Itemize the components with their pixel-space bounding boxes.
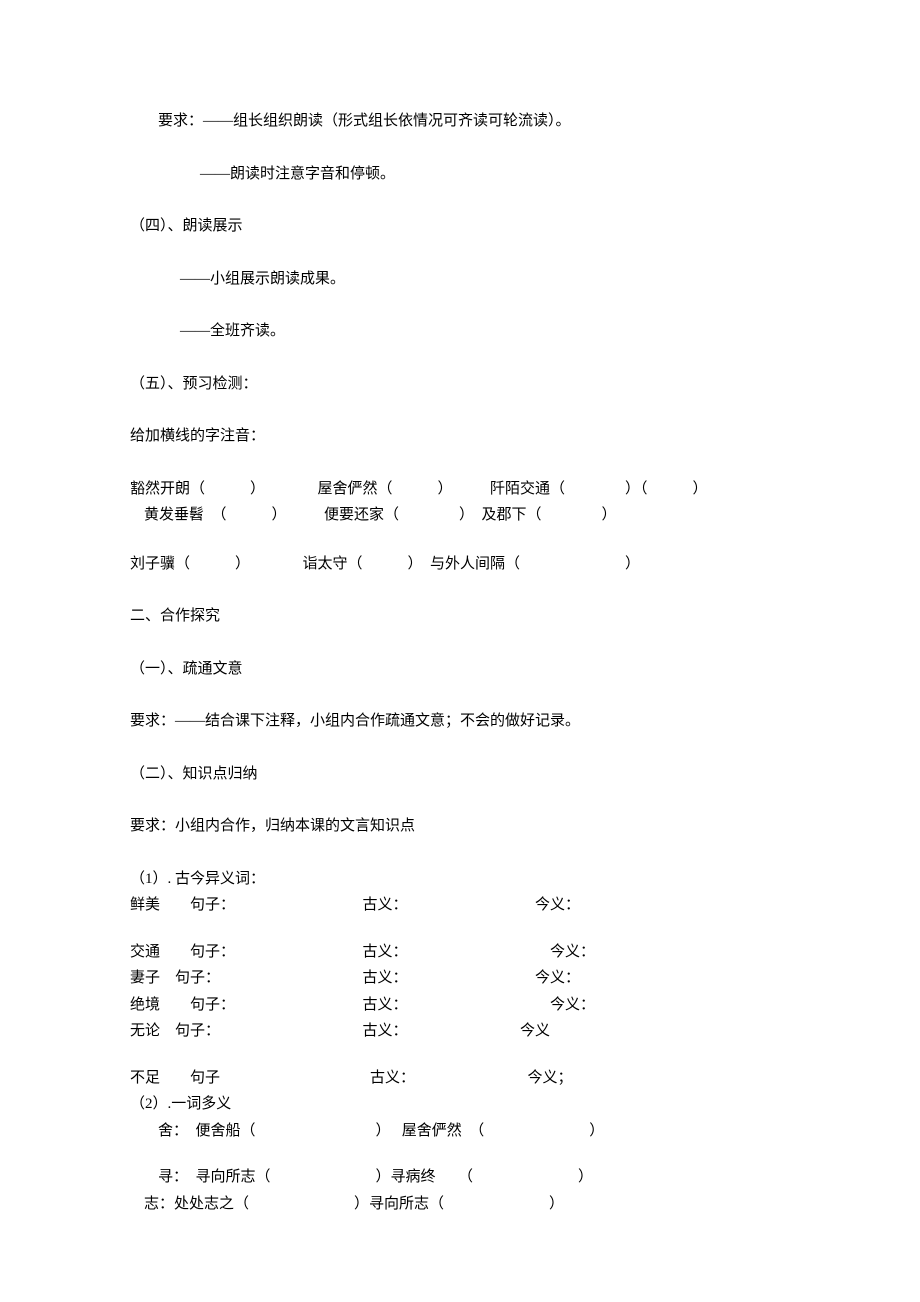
phonetic-block: 豁然开朗（ ） 屋舍俨然（ ） 阡陌交通（ ）（ ） 黄发垂髫 （ ） 便要还家… — [130, 478, 790, 527]
phonetic-row-2: 黄发垂髫 （ ） 便要还家（ ） 及郡下（ ） — [130, 504, 790, 527]
phonetic-row-3: 刘子骥（ ） 诣太守（ ） 与外人间隔（ ） — [130, 553, 790, 576]
section-4-title: （四）、朗读展示 — [130, 215, 790, 238]
polysemy-xun: 寻： 寻向所志（ ）寻病终 （ ） — [130, 1166, 790, 1189]
requirement-line-1: 要求：——组长组织朗读（形式组长依情况可齐读可轮流读）。 — [130, 110, 790, 133]
polysemy-zhi: 志：处处志之（ ）寻向所志（ ） — [130, 1193, 790, 1216]
section-4-item-a: ——小组展示朗读成果。 — [130, 268, 790, 291]
ancient-modern-buzu: 不足 句子 古义： 今义； — [130, 1067, 790, 1090]
ancient-modern-wulun: 无论 句子： 古义： 今义 — [130, 1020, 790, 1043]
ancient-modern-juejing: 绝境 句子： 古义： 今义： — [130, 994, 790, 1017]
section-2-2-req: 要求：小组内合作，归纳本课的文言知识点 — [130, 815, 790, 838]
ancient-modern-xianmei: 鲜美 句子： 古义： 今义： — [130, 894, 790, 917]
document-page: 要求：——组长组织朗读（形式组长依情况可齐读可轮流读）。 ——朗读时注意字音和停… — [0, 0, 920, 1279]
ancient-modern-title: （1）. 古今异义词： — [130, 868, 790, 891]
ancient-modern-qizi: 妻子 句子： 古义： 今义： — [130, 967, 790, 990]
phonetic-title: 给加横线的字注音： — [130, 425, 790, 448]
ancient-modern-jiaotong: 交通 句子： 古义： 今义： — [130, 941, 790, 964]
polysemy-she: 舍： 便舍船（ ） 屋舍俨然 （ ） — [130, 1120, 790, 1143]
section-2-1-req: 要求：——结合课下注释，小组内合作疏通文意；不会的做好记录。 — [130, 710, 790, 733]
section-2-2-title: （二）、知识点归纳 — [130, 763, 790, 786]
section-2-1-title: （一）、疏通文意 — [130, 658, 790, 681]
polysemy-title: （2）.一词多义 — [130, 1093, 790, 1116]
requirement-line-2: ——朗读时注意字音和停顿。 — [130, 163, 790, 186]
section-2-title: 二、合作探究 — [130, 605, 790, 628]
section-5-title: （五）、预习检测： — [130, 373, 790, 396]
phonetic-row-1: 豁然开朗（ ） 屋舍俨然（ ） 阡陌交通（ ）（ ） — [130, 478, 790, 501]
section-4-item-b: ——全班齐读。 — [130, 320, 790, 343]
